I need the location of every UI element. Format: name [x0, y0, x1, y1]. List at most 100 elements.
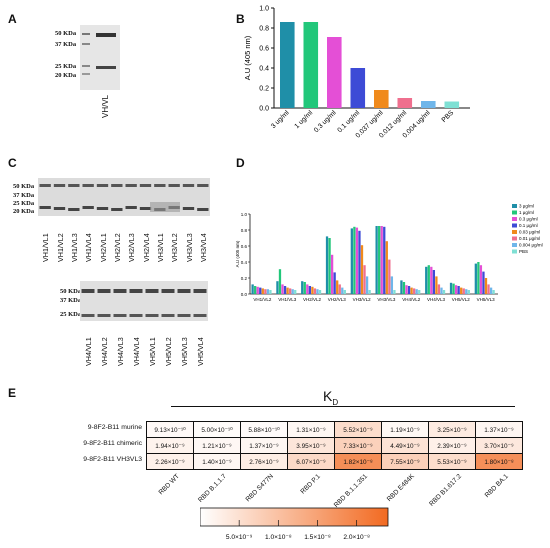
colorbar-tick-label: 1.5×10⁻⁸: [304, 534, 331, 541]
legend-swatch: [512, 223, 517, 228]
y-axis-label: A.U (405 nm): [236, 240, 240, 267]
bar: [477, 262, 480, 294]
heavy-chain-band: [96, 184, 109, 187]
bar: [303, 282, 306, 294]
y-tick-label: 0.8: [241, 228, 248, 233]
x-tick-label: VH1/VL2: [253, 297, 272, 302]
light-chain-band: [81, 314, 95, 317]
y-tick-label: 0.4: [241, 260, 248, 265]
light-chain-band: [39, 206, 51, 209]
kd-row-label: 9-8F2-B11 VH3VL3: [83, 456, 142, 463]
heavy-chain-band: [82, 184, 94, 187]
bar: [454, 285, 458, 294]
x-tick-label: VH5/VL3: [477, 297, 496, 302]
x-tick-label: VH3/VL2: [353, 297, 372, 302]
lane-label: VH2/VL3: [127, 233, 137, 262]
bar: [278, 269, 282, 294]
bar: [363, 265, 366, 294]
lane-label: VH3/VL3: [184, 233, 194, 262]
mw-label: 25 KDa: [55, 63, 77, 70]
bar: [452, 283, 455, 294]
blot-a-lane-label: VH/VL: [101, 94, 110, 118]
mw-label: 37 KDa: [13, 192, 35, 199]
kd-column-label: RBD BA.1: [483, 473, 510, 500]
bar: [308, 286, 312, 294]
mw-label: 50 KDa: [13, 183, 35, 190]
heavy-chain-band: [129, 289, 143, 293]
light-chain-band: [53, 207, 66, 210]
legend-swatch: [512, 210, 517, 215]
bar: [432, 270, 436, 294]
kd-cell: 1.40×10⁻⁹: [193, 453, 241, 470]
heavy-chain-band: [161, 289, 175, 293]
chart-d: 0.0 0.2 0.4 0.6 0.8 1.0 A.U (405 nm) VH1/VL2 VH1…: [236, 204, 543, 302]
bar: [259, 287, 262, 294]
x-tick-label: VH2/VL2: [303, 297, 322, 302]
colorbar-tick-label: 2.0×10⁻⁸: [343, 534, 370, 541]
heavy-chain-band: [177, 289, 191, 293]
legend-label: 0.1 μg/ml: [519, 223, 538, 228]
x-tick-label: VH4/VL3: [427, 297, 446, 302]
bar: [276, 281, 279, 294]
bar: [479, 265, 483, 294]
heavy-chain-band: [193, 289, 207, 293]
kd-cell: 7.55×10⁻⁹: [381, 453, 429, 470]
panel-label-a: A: [8, 12, 17, 26]
bar: [341, 287, 344, 294]
lane-label: VH2/VL2: [112, 233, 122, 262]
heavy-chain-band: [96, 33, 116, 37]
mw-label: 37 KDa: [60, 297, 82, 304]
kd-cell: 4.49×10⁻⁹: [381, 437, 429, 454]
bar: [303, 22, 319, 108]
bar: [254, 286, 257, 294]
lane-label: VH3/VL2: [170, 233, 180, 262]
bar: [306, 284, 309, 294]
bar: [440, 287, 443, 294]
heavy-chain-band: [139, 184, 152, 187]
legend-label: 0.03 μg/ml: [519, 230, 540, 235]
lane-label: VH1/VL4: [84, 233, 94, 262]
light-chain-band: [193, 314, 207, 317]
lane-label: VH3/VL1: [155, 233, 165, 262]
legend-label: 0.01 μg/ml: [519, 236, 540, 241]
kd-title-line: [171, 406, 515, 407]
bar: [437, 284, 441, 294]
kd-cell: 1.80×10⁻⁸: [475, 453, 523, 470]
bar: [418, 290, 421, 294]
mw-label: 25 KDa: [13, 200, 35, 207]
bar: [393, 290, 396, 294]
kd-cell: 2.76×10⁻⁹: [240, 453, 288, 470]
lane-label: VH5/VL1: [148, 337, 157, 366]
light-chain-band: [113, 314, 127, 317]
bar: [435, 276, 438, 294]
light-chain-band: [111, 208, 123, 211]
blot-a-image: [80, 25, 120, 90]
bar: [358, 230, 361, 294]
light-chain-band: [82, 206, 94, 209]
bar: [261, 288, 264, 294]
x-tick-label: VH2/VL3: [328, 297, 347, 302]
bar: [388, 259, 391, 294]
kd-cell: 1.37×10⁻⁹: [475, 421, 523, 438]
bar: [492, 290, 495, 294]
legend-swatch: [512, 243, 517, 247]
kd-cell: 1.37×10⁻⁹: [240, 437, 288, 454]
bar: [400, 280, 403, 294]
kd-cell: 7.33×10⁻⁹: [334, 437, 382, 454]
kd-cell: 3.70×10⁻⁹: [475, 437, 523, 454]
bar: [415, 289, 418, 294]
bar: [325, 236, 329, 294]
lane-label: VH4/VL4: [132, 337, 141, 366]
bar: [383, 226, 386, 294]
kd-column-label: RBD B1.617.2: [428, 473, 463, 508]
bar: [343, 290, 346, 294]
bar: [390, 276, 394, 294]
legend-swatch: [512, 217, 517, 221]
kd-cell: 3.95×10⁻⁹: [287, 437, 335, 454]
legend-swatch: [512, 236, 517, 241]
kd-title: KD: [323, 388, 338, 407]
bar: [333, 272, 336, 294]
bar: [286, 287, 289, 294]
bar: [294, 290, 297, 294]
lane-label: VH1/VL3: [69, 233, 79, 262]
